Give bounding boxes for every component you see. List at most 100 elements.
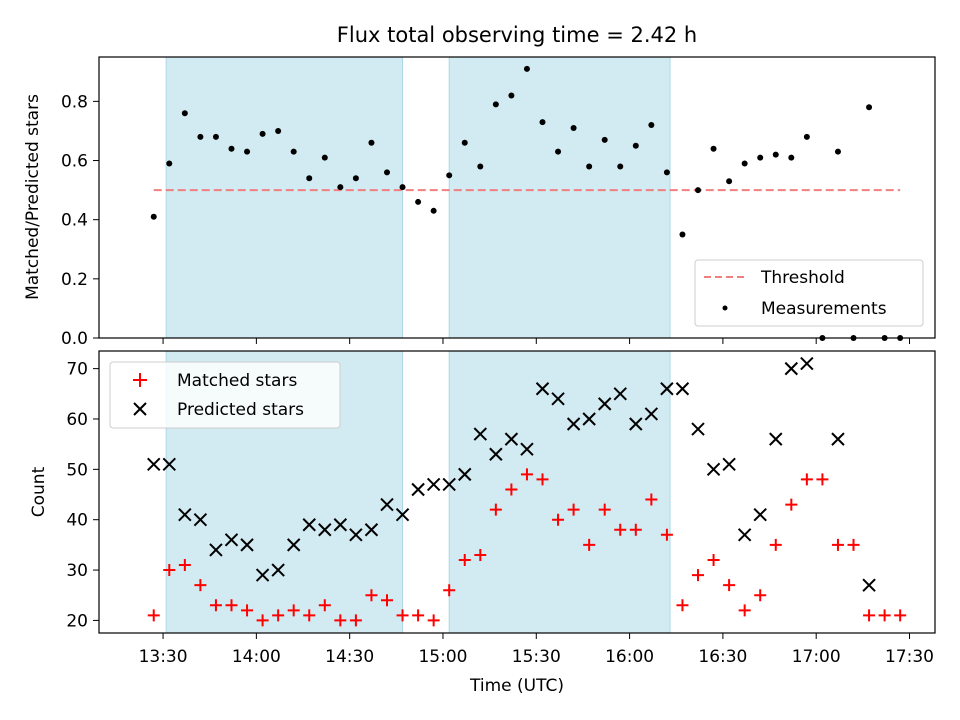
measurement-point xyxy=(757,154,764,161)
measurement-point xyxy=(679,231,686,238)
measurement-point xyxy=(663,169,670,176)
bottom-y-tick-label: 30 xyxy=(66,561,88,581)
predicted-star-marker xyxy=(597,397,612,411)
legend-matched-swatch xyxy=(133,373,147,387)
x-tick-label: 14:00 xyxy=(232,647,281,667)
bottom-y-tick-label: 50 xyxy=(66,460,88,480)
predicted-star-marker xyxy=(426,477,441,492)
measurement-point xyxy=(461,139,468,146)
matched-star-marker xyxy=(209,599,222,612)
legend-predicted-label: Predicted stars xyxy=(177,400,304,420)
matched-star-marker xyxy=(536,473,549,486)
predicted-stars-markers xyxy=(147,356,876,592)
matched-star-marker xyxy=(692,569,705,582)
predicted-star-marker xyxy=(675,382,690,396)
measurement-point xyxy=(726,178,733,185)
matched-star-marker xyxy=(645,493,658,506)
measurement-point xyxy=(741,160,748,167)
predicted-star-marker xyxy=(644,407,659,421)
predicted-star-marker xyxy=(302,518,316,532)
top-y-tick-label: 0.4 xyxy=(61,211,88,231)
measurement-point xyxy=(570,124,577,131)
matched-star-marker xyxy=(629,523,642,536)
legend-threshold-label: Threshold xyxy=(760,268,845,288)
measurement-point xyxy=(772,151,779,158)
predicted-star-marker xyxy=(769,432,783,446)
matched-star-marker xyxy=(847,538,860,551)
matched-star-marker xyxy=(800,473,813,486)
predicted-star-marker xyxy=(318,523,332,537)
matched-star-marker xyxy=(163,564,176,577)
x-tick-label: 17:30 xyxy=(885,647,934,667)
matched-star-marker xyxy=(707,553,720,566)
observing-interval-2 xyxy=(448,56,671,339)
matched-star-marker xyxy=(303,609,316,622)
matched-star-marker xyxy=(225,599,238,612)
top-y-ticks: 0.0 0.2 0.4 0.6 0.8 xyxy=(61,92,99,349)
legend-measurements-label: Measurements xyxy=(761,299,887,319)
top-y-tick-label: 0.6 xyxy=(61,152,88,172)
matched-star-marker xyxy=(396,609,409,622)
x-tick-label: 13:30 xyxy=(139,647,188,667)
predicted-star-marker xyxy=(364,523,379,537)
measurement-point xyxy=(150,213,157,220)
matched-stars-markers xyxy=(147,468,907,627)
measurement-point xyxy=(617,163,624,170)
matched-star-marker xyxy=(272,609,285,622)
matched-star-marker xyxy=(443,584,456,597)
matched-star-marker xyxy=(598,503,611,516)
measurement-point xyxy=(399,184,406,191)
bottom-panel: 13:30 14:00 14:30 15:00 15:30 16:00 16:30 17:00… xyxy=(29,350,936,696)
measurement-point xyxy=(788,154,795,161)
predicted-star-marker xyxy=(209,543,223,557)
measurement-point xyxy=(321,154,328,161)
measurement-point xyxy=(710,145,717,152)
measurement-point xyxy=(383,169,390,176)
top-plot-frame xyxy=(98,56,936,339)
matched-star-marker xyxy=(505,483,518,496)
predicted-star-marker xyxy=(660,382,674,396)
predicted-star-marker xyxy=(240,538,254,552)
predicted-star-marker xyxy=(535,382,550,396)
matched-star-marker xyxy=(723,579,736,592)
matched-star-marker xyxy=(349,614,362,627)
legend-matched-label: Matched stars xyxy=(177,371,297,391)
measurement-point xyxy=(866,104,873,111)
measurement-point xyxy=(212,133,219,140)
matched-star-marker xyxy=(769,538,782,551)
matched-star-marker xyxy=(738,604,751,617)
measurement-point xyxy=(601,136,608,143)
predicted-star-marker xyxy=(582,412,596,426)
predicted-star-marker xyxy=(473,427,488,441)
measurement-point xyxy=(539,119,546,126)
x-tick-label: 17:00 xyxy=(792,647,841,667)
measurement-point xyxy=(415,198,422,205)
predicted-star-marker xyxy=(520,442,534,456)
measurement-point xyxy=(492,101,499,108)
x-tick-label: 15:00 xyxy=(418,647,467,667)
measurement-point xyxy=(197,133,204,140)
predicted-star-marker xyxy=(286,538,301,552)
matched-star-marker xyxy=(831,538,844,551)
bottom-legend-box xyxy=(109,361,341,429)
matched-star-marker xyxy=(334,614,347,627)
x-axis-label: Time (UTC) xyxy=(469,676,564,696)
predicted-star-marker xyxy=(629,417,643,431)
top-shaded-regions xyxy=(165,56,671,339)
measurement-point xyxy=(446,172,453,179)
predicted-star-marker xyxy=(862,578,876,592)
legend-predicted-swatch xyxy=(133,402,147,416)
legend-measurements-swatch xyxy=(722,305,728,311)
x-tick-label: 15:30 xyxy=(512,647,561,667)
bottom-y-tick-label: 40 xyxy=(66,511,88,531)
measurement-point xyxy=(477,163,484,170)
x-tick-label: 16:30 xyxy=(698,647,747,667)
predicted-star-marker xyxy=(551,392,565,406)
bottom-y-tick-label: 60 xyxy=(66,410,88,430)
x-tick-label: 14:30 xyxy=(325,647,374,667)
measurement-point xyxy=(166,160,173,167)
measurement-point xyxy=(648,122,655,129)
top-y-axis-label: Matched/Predicted stars xyxy=(23,94,43,300)
predicted-star-marker xyxy=(566,417,581,431)
measurement-point xyxy=(352,175,359,182)
